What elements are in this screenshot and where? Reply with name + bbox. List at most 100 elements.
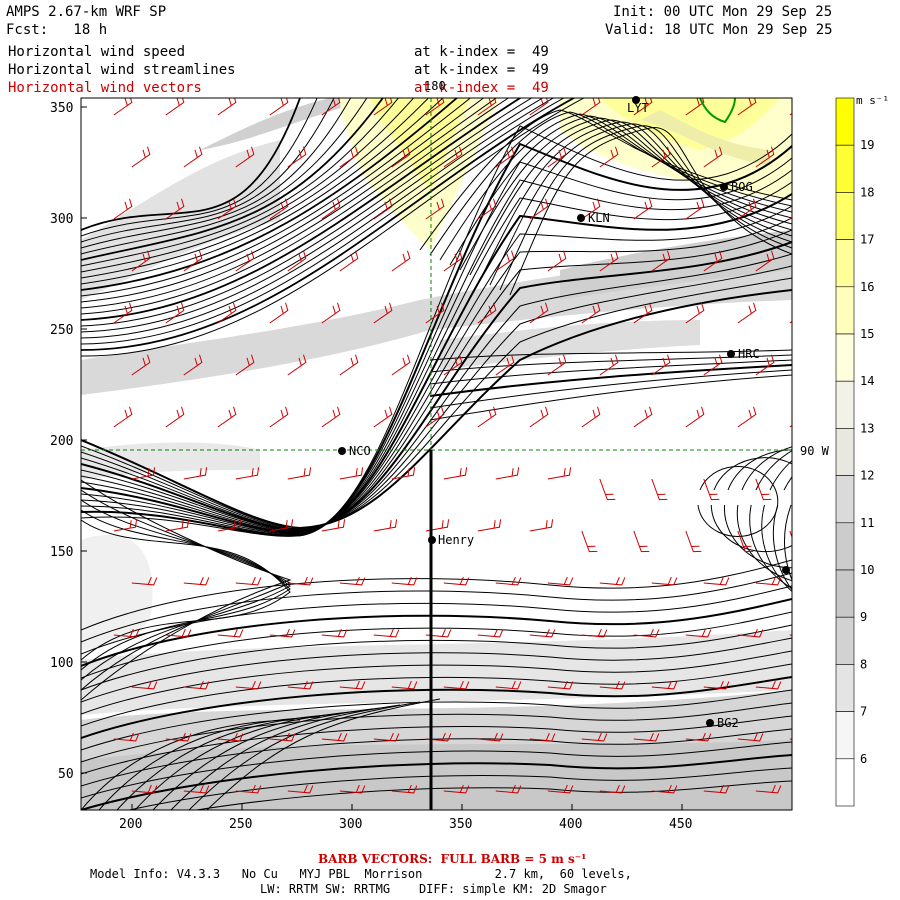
wind-barb	[183, 680, 210, 690]
streamline	[81, 98, 335, 243]
wind-barb	[755, 576, 782, 586]
wind-barb	[165, 198, 185, 220]
wind-barb	[373, 198, 393, 220]
wind-barb	[373, 302, 393, 324]
streamline	[81, 98, 459, 291]
y-tick-label: 150	[50, 545, 73, 560]
wind-streamlines	[81, 98, 792, 810]
colorbar-label: 14	[860, 374, 874, 388]
wind-barb	[477, 98, 497, 116]
wind-barb	[529, 628, 556, 638]
wind-barb	[703, 478, 720, 501]
streamline	[81, 205, 792, 533]
x-tick-label: 400	[559, 817, 582, 832]
colorbar-swatch	[835, 192, 855, 240]
init-time: Init: 00 UTC Mon 29 Sep 25	[613, 4, 833, 20]
wind-barb	[391, 146, 411, 168]
wind-barb	[165, 302, 185, 324]
streamline	[81, 689, 792, 751]
wind-barb	[391, 576, 418, 586]
wind-barb	[269, 519, 294, 532]
colorbar-swatch	[835, 569, 855, 618]
forecast-hour: Fcst: 18 h	[6, 22, 108, 38]
streamline	[736, 446, 792, 582]
physics-info: LW: RRTM SW: RRTMG DIFF: simple KM: 2D S…	[260, 882, 607, 896]
wind-barb	[737, 530, 754, 553]
streamline	[710, 457, 792, 553]
streamline	[81, 229, 792, 532]
streamline	[81, 754, 792, 810]
wind-barb	[737, 98, 757, 116]
wind-barb	[599, 354, 619, 376]
wind-barb	[217, 302, 237, 324]
wind-barb	[581, 98, 601, 116]
wind-barb	[495, 784, 522, 794]
wind-barb	[321, 98, 341, 116]
colorbar-swatch	[835, 664, 855, 712]
wind-barb	[287, 576, 314, 586]
wind-barb	[477, 406, 497, 428]
wind-barb	[165, 519, 190, 532]
streamline	[429, 374, 792, 421]
streamline	[116, 713, 341, 810]
wind-barb	[287, 467, 312, 480]
wind-barb	[633, 198, 653, 220]
wind-barb	[235, 576, 262, 586]
streamline	[81, 181, 792, 534]
wind-barb	[217, 519, 242, 532]
wind-barb	[703, 146, 723, 168]
wind-barb	[321, 198, 341, 220]
model-title: AMPS 2.67-km WRF SP	[6, 4, 167, 20]
wind-barb	[321, 628, 348, 638]
wind-barb	[651, 354, 671, 376]
x-tick-label: 450	[669, 817, 692, 832]
wind-barb	[477, 519, 502, 532]
wind-barb	[633, 98, 653, 116]
wind-barb	[235, 250, 255, 272]
wind-barb	[755, 680, 782, 690]
wind-barb	[547, 146, 567, 168]
colorbar-label: 6	[860, 752, 867, 766]
wind-barb	[321, 519, 346, 532]
colorbar-label: 19	[860, 138, 874, 152]
wind-barb	[789, 112, 792, 116]
wind-barb	[477, 302, 497, 324]
wind-barb	[287, 784, 314, 794]
wind-barb	[633, 406, 653, 428]
wind-barb	[495, 467, 520, 480]
wind-barb	[425, 406, 445, 428]
wind-barb	[599, 146, 619, 168]
streamline	[81, 585, 792, 655]
streamline	[81, 98, 318, 237]
wind-barb	[425, 198, 445, 220]
wind-barb	[373, 628, 400, 638]
wind-barb	[339, 467, 364, 480]
wind-barb	[287, 680, 314, 690]
streamline	[81, 98, 301, 231]
wind-barb	[217, 628, 244, 638]
wind-barb	[755, 784, 782, 794]
wind-barb	[235, 146, 255, 168]
streamline	[81, 217, 792, 533]
wind-barb	[339, 784, 366, 794]
colorbar-label: 10	[860, 563, 874, 577]
streamline	[81, 624, 792, 691]
streamline	[81, 98, 565, 345]
streamline	[81, 98, 544, 333]
wind-barb	[547, 680, 574, 690]
streamline	[429, 364, 792, 397]
wind-barb	[599, 250, 619, 272]
wind-barb	[339, 354, 359, 376]
wind-barbs	[113, 98, 833, 794]
wind-barb	[183, 467, 208, 480]
wind-barb	[547, 576, 574, 586]
colorbar-label: 16	[860, 280, 874, 294]
wind-barb	[808, 577, 833, 585]
streamline	[81, 663, 792, 727]
streamline	[429, 354, 792, 373]
streamline	[81, 265, 792, 530]
streamline	[81, 98, 585, 357]
wind-barb	[581, 628, 608, 638]
streamline	[509, 127, 792, 296]
